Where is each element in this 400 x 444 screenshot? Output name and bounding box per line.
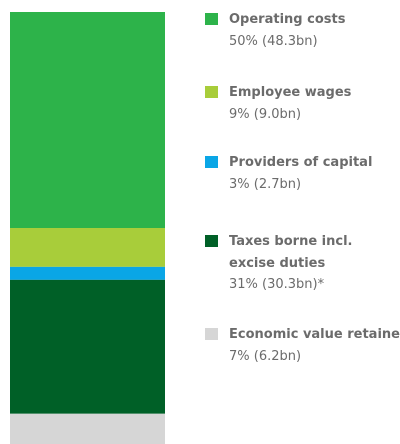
bar-segment-taxes-borne-incl-excise-duties	[10, 279, 165, 414]
legend-value: 3% (2.7bn)	[229, 177, 302, 192]
bar-segment-operating-costs	[10, 12, 165, 228]
legend-value: 9% (9.0bn)	[229, 107, 302, 122]
legend-value: 31% (30.3bn)*	[229, 277, 325, 292]
bar-segment-employee-wages	[10, 228, 165, 267]
legend-swatch	[205, 156, 218, 168]
legend-label: Providers of capital	[229, 155, 373, 170]
legend-label: Taxes borne incl.	[229, 234, 353, 249]
legend-swatch	[205, 328, 218, 340]
legend-swatch	[205, 235, 218, 247]
legend-label-line2: excise duties	[229, 256, 326, 271]
bar-segment-providers-of-capital	[10, 266, 165, 280]
legend-label: Operating costs	[229, 12, 346, 27]
stacked-bar-chart	[10, 12, 165, 444]
legend-value: 7% (6.2bn)	[229, 349, 302, 364]
legend-swatch	[205, 13, 218, 25]
legend-label: Economic value retained	[229, 327, 400, 342]
legend-label: Employee wages	[229, 85, 352, 100]
bar-segment-economic-value-retained	[10, 413, 165, 444]
legend-swatch	[205, 86, 218, 98]
legend-value: 50% (48.3bn)	[229, 34, 318, 49]
